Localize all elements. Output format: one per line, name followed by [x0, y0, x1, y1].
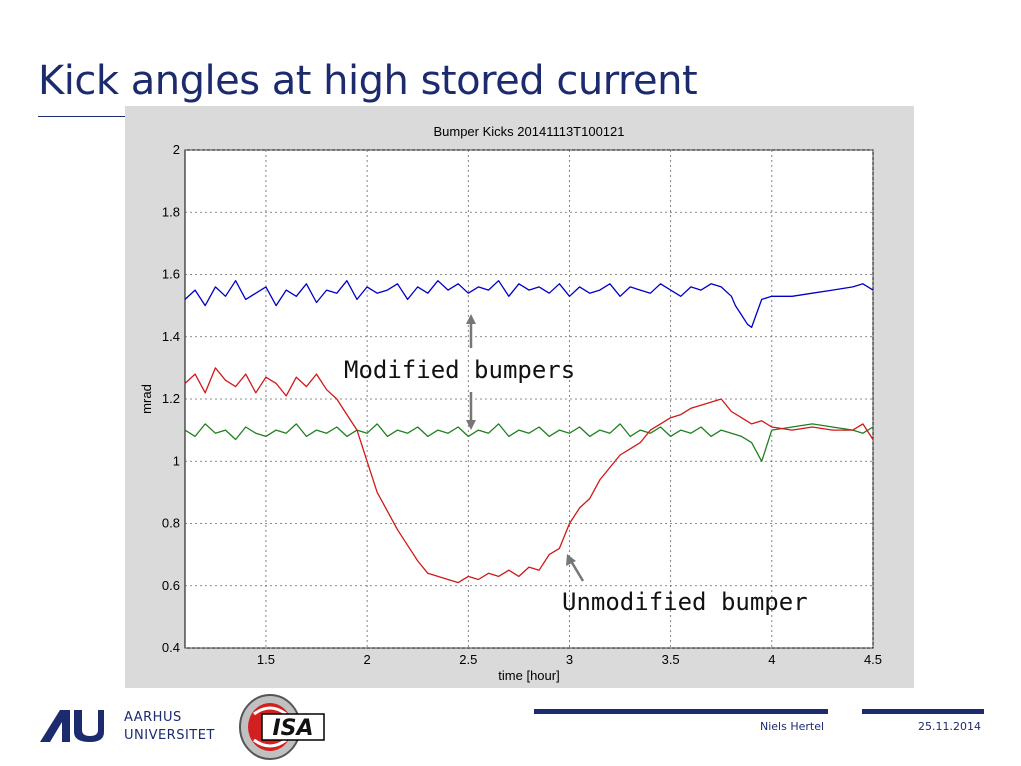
- y-tick-label: 0.4: [162, 640, 180, 655]
- title-underline: [38, 116, 128, 117]
- slide-title: Kick angles at high stored current: [38, 58, 698, 104]
- y-tick-label: 0.6: [162, 578, 180, 593]
- x-tick-label: 3: [566, 652, 573, 667]
- series-layer: [184, 280, 874, 584]
- x-tick-label: 4: [768, 652, 775, 667]
- footer-rule-author: [534, 709, 828, 714]
- y-axis-label: mrad: [139, 384, 154, 414]
- x-tick-label: 2: [364, 652, 371, 667]
- footer-rule-date: [862, 709, 984, 714]
- plot-area-background: [184, 149, 874, 649]
- y-tick-label: 1.4: [162, 329, 180, 344]
- annotation-arrows: [466, 314, 585, 582]
- series-line-0: [184, 280, 874, 329]
- footer-date: 25.11.2014: [918, 720, 981, 733]
- y-tick-label: 1.8: [162, 204, 180, 219]
- chart: 1.5 2 2.5 3 3.5 4 4.5 0.4 0.6 0.8 1 1.2 1.4 1.6 1.8 2 B…: [139, 124, 882, 683]
- grid-lines: [185, 149, 874, 649]
- arrow-unmodified: [569, 560, 585, 582]
- x-tick-label: 4.5: [864, 652, 882, 667]
- au-logo-icon: [40, 710, 104, 742]
- isa-logo-icon: ISA: [239, 694, 325, 760]
- annotation-unmodified-bumper: Unmodified bumper: [562, 588, 808, 616]
- x-axis-label: time [hour]: [498, 668, 559, 683]
- chart-title: Bumper Kicks 20141113T100121: [433, 124, 624, 139]
- university-name-line1: AARHUS: [124, 710, 182, 725]
- footer: AARHUS UNIVERSITET ISA Niels Hertel 25.1…: [0, 690, 1021, 766]
- tick-labels: 1.5 2 2.5 3 3.5 4 4.5 0.4 0.6 0.8 1 1.2 1.4 1.6 1.8 2: [162, 142, 882, 667]
- y-tick-label: 1.2: [162, 391, 180, 406]
- x-tick-label: 1.5: [257, 652, 275, 667]
- y-tick-label: 2: [173, 142, 180, 157]
- university-name-line2: UNIVERSITET: [124, 728, 215, 743]
- y-tick-label: 1: [173, 453, 180, 468]
- arrow-modified-down-head: [466, 420, 476, 430]
- footer-author: Niels Hertel: [760, 720, 825, 733]
- x-tick-label: 2.5: [459, 652, 477, 667]
- y-tick-label: 1.6: [162, 267, 180, 282]
- chart-frame: 1.5 2 2.5 3 3.5 4 4.5 0.4 0.6 0.8 1 1.2 1.4 1.6 1.8 2 B…: [125, 106, 914, 688]
- y-tick-label: 0.8: [162, 516, 180, 531]
- isa-logo-text: ISA: [272, 716, 313, 741]
- annotation-modified-bumpers: Modified bumpers: [344, 356, 576, 384]
- series-line-2: [184, 367, 874, 584]
- arrow-modified-up-head: [466, 314, 476, 324]
- series-line-1: [184, 423, 874, 462]
- x-tick-label: 3.5: [662, 652, 680, 667]
- arrow-unmodified-head: [566, 554, 576, 566]
